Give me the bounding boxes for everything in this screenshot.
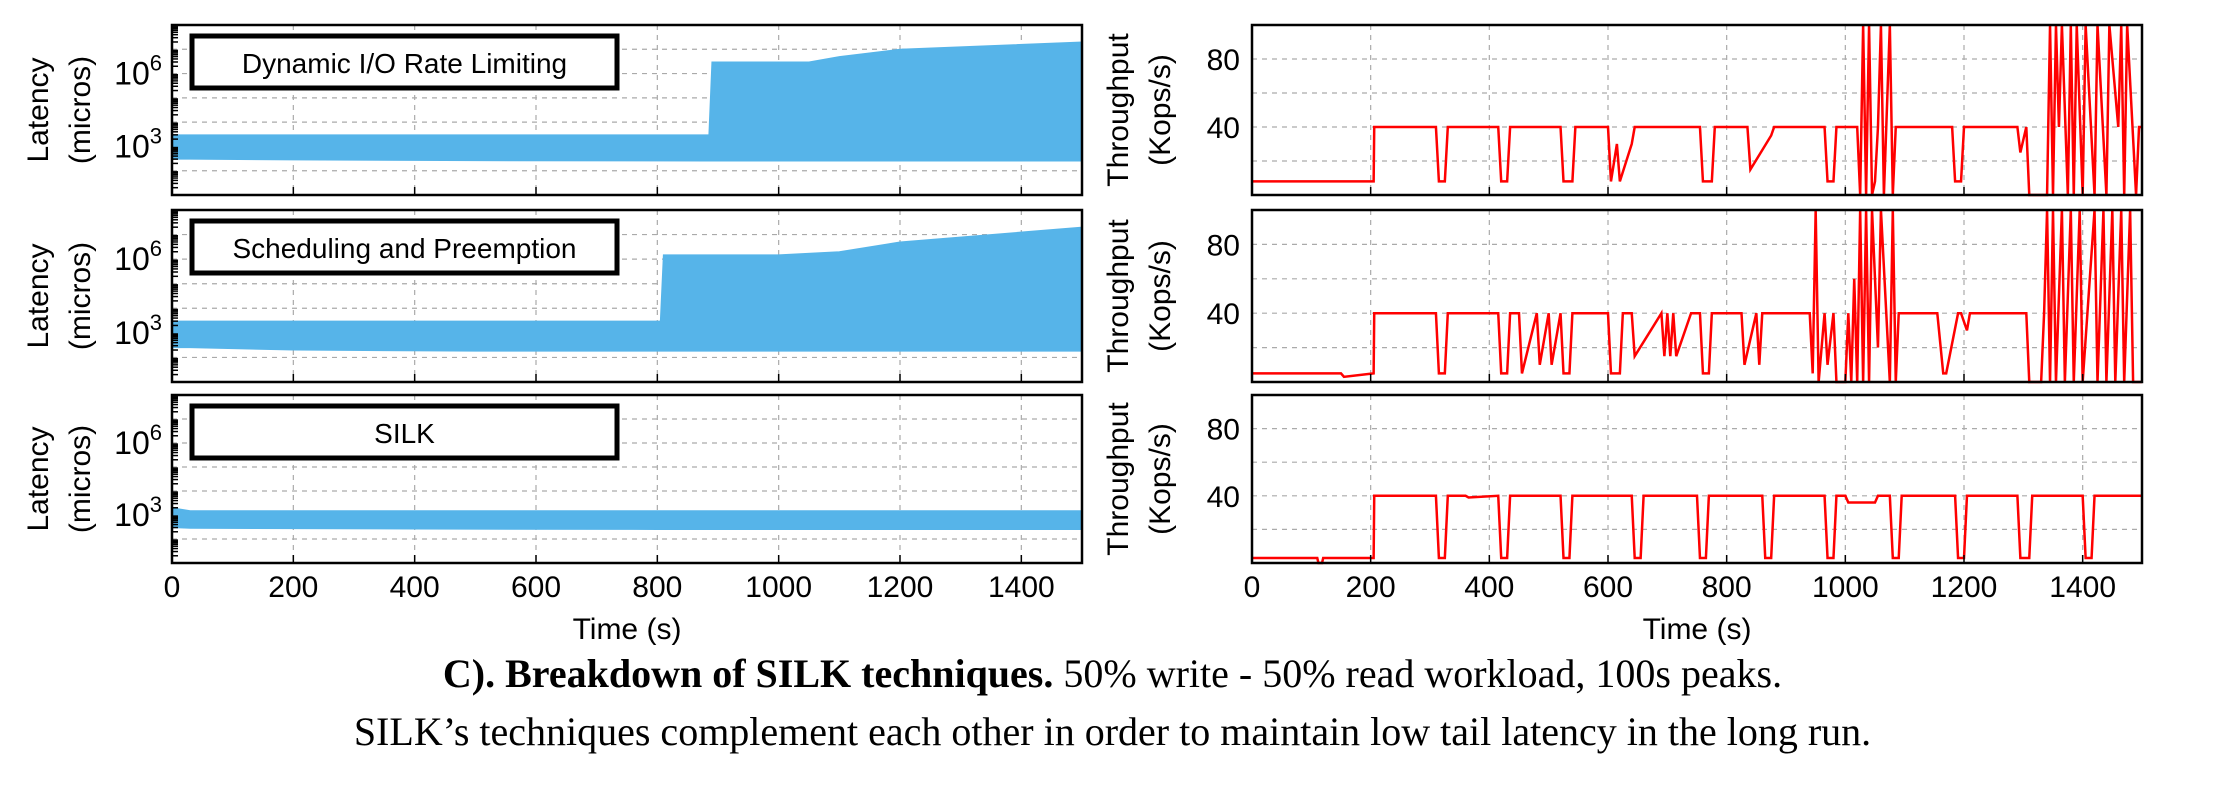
- x-tick-label: 1000: [1812, 571, 1879, 604]
- y-axis-label: Latency: [22, 243, 55, 348]
- caption-rest: 50% write - 50% read workload, 100s peak…: [1053, 651, 1783, 696]
- technique-title: Scheduling and Preemption: [232, 233, 576, 264]
- throughput-panel-1: 40 80 Throughput (Kops/s): [1102, 208, 2144, 384]
- y-axis-label: Throughput: [1102, 33, 1135, 187]
- x-tick-label: 600: [1583, 571, 1633, 604]
- throughput-series: [1252, 494, 2142, 565]
- technique-title-box: [189, 218, 620, 276]
- y-tick-label: 103: [114, 492, 162, 533]
- plot-frame: [1250, 393, 2144, 565]
- y-tick-label: 80: [1207, 229, 1240, 262]
- y-tick-label: 103: [114, 310, 162, 351]
- x-tick-label: 0: [1244, 571, 1261, 604]
- x-axis-label: Time (s): [573, 613, 682, 646]
- y-axis-unit-label: (micros): [64, 56, 97, 164]
- x-tick-label: 400: [390, 571, 440, 604]
- y-axis-label: Throughput: [1102, 402, 1135, 556]
- plot-frame: [1250, 208, 2144, 384]
- x-tick-label: 1200: [867, 571, 934, 604]
- caption-line-1: C). Breakdown of SILK techniques. 50% wr…: [0, 650, 2225, 697]
- latency-panel-0: 103 106 Latency (micros) Dynamic I/O Rate Li…: [22, 23, 1084, 197]
- x-tick-label: 0: [164, 571, 181, 604]
- x-tick-label: 600: [511, 571, 561, 604]
- y-tick-label: 103: [114, 123, 162, 164]
- latency-panel-2: 103 106 0 200 400 600 800 1000 1200 1400 Time (s) L…: [22, 393, 1084, 646]
- y-axis-label: Throughput: [1102, 219, 1135, 373]
- latency-panel-1: 103 106 Latency (micros) Scheduling and Pree…: [22, 208, 1084, 384]
- y-tick-label: 40: [1207, 112, 1240, 145]
- y-axis-unit-label: (Kops/s): [1144, 54, 1177, 166]
- x-tick-label: 1400: [988, 571, 1055, 604]
- technique-title: Dynamic I/O Rate Limiting: [242, 48, 567, 79]
- x-tick-label: 200: [268, 571, 318, 604]
- y-axis-label: Latency: [22, 426, 55, 531]
- technique-title-box: [189, 403, 620, 461]
- throughput-panel-0: 40 80 Throughput (Kops/s): [1102, 23, 2144, 197]
- y-tick-label: 106: [114, 51, 162, 92]
- y-tick-label: 80: [1207, 414, 1240, 447]
- caption-line-2: SILK’s techniques complement each other …: [353, 709, 1872, 754]
- y-axis-unit-label: (Kops/s): [1144, 240, 1177, 352]
- x-axis-label: Time (s): [1643, 613, 1752, 646]
- technique-title-box: [189, 33, 620, 91]
- latency-series: [171, 507, 1083, 530]
- caption-bold: C). Breakdown of SILK techniques.: [442, 651, 1054, 696]
- throughput-series: [1252, 24, 2142, 197]
- x-tick-label: 800: [632, 571, 682, 604]
- figure: 103 106 Latency (micros) Dynamic I/O Rate Li…: [22, 23, 2144, 646]
- x-tick-label: 800: [1702, 571, 1752, 604]
- x-tick-label: 1000: [745, 571, 812, 604]
- x-tick-label: 200: [1346, 571, 1396, 604]
- y-tick-label: 106: [114, 420, 162, 461]
- y-tick-label: 80: [1207, 44, 1240, 77]
- y-tick-label: 40: [1207, 298, 1240, 331]
- y-tick-label: 40: [1207, 481, 1240, 514]
- y-axis-unit-label: (micros): [64, 425, 97, 533]
- technique-title: SILK: [374, 418, 435, 449]
- throughput-series: [1252, 209, 2142, 384]
- x-tick-label: 1400: [2049, 571, 2116, 604]
- y-axis-unit-label: (micros): [64, 242, 97, 350]
- plot-frame: [1250, 23, 2144, 197]
- y-axis-label: Latency: [22, 57, 55, 162]
- y-tick-label: 106: [114, 236, 162, 277]
- y-axis-unit-label: (Kops/s): [1144, 423, 1177, 535]
- x-tick-label: 1200: [1931, 571, 1998, 604]
- x-tick-label: 400: [1464, 571, 1514, 604]
